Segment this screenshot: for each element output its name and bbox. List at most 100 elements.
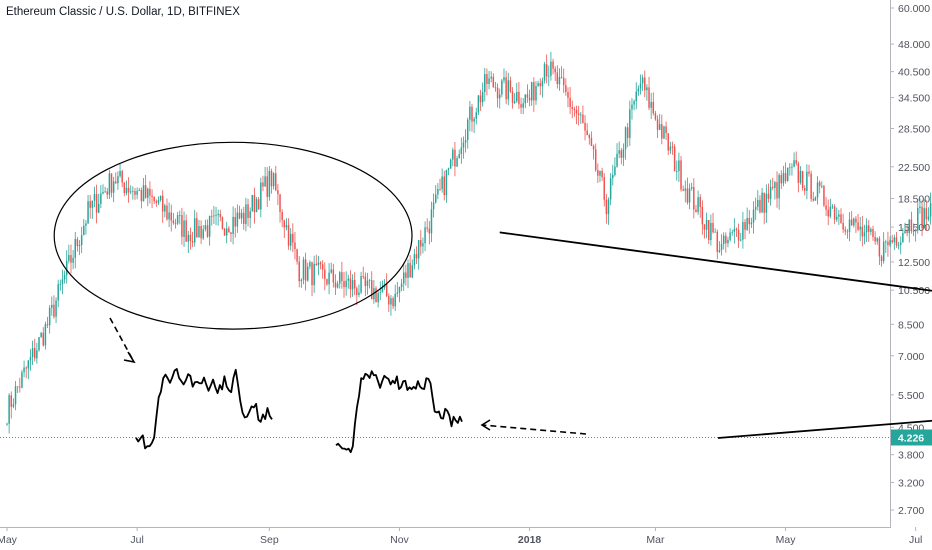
candle [336, 283, 339, 288]
candle [516, 91, 518, 102]
candle [688, 188, 691, 203]
candle [392, 298, 394, 307]
time-axis[interactable] [0, 527, 890, 528]
candle [835, 216, 838, 220]
candle [929, 203, 932, 217]
candle [123, 182, 126, 194]
candle [537, 83, 539, 86]
candle [149, 188, 151, 196]
candle [594, 149, 597, 171]
candle [422, 243, 424, 247]
candle [831, 206, 834, 208]
candle [370, 280, 373, 300]
candle [251, 195, 254, 212]
candle [740, 239, 742, 241]
candle [492, 76, 495, 88]
candle [144, 185, 147, 198]
time-tick-label: May [776, 534, 797, 546]
candle [895, 237, 898, 246]
candle [243, 212, 245, 224]
candle [396, 292, 399, 294]
candle [55, 300, 57, 317]
candle [230, 232, 232, 234]
candle [298, 261, 300, 282]
candle [658, 124, 661, 130]
candle [72, 257, 74, 263]
candle [742, 222, 744, 240]
price-tick-label: 60.000 [898, 3, 930, 15]
candle [801, 171, 804, 188]
price-axis[interactable] [890, 0, 891, 528]
candle [147, 188, 149, 198]
candle [629, 109, 631, 138]
candle [349, 278, 352, 290]
candle [215, 215, 217, 216]
candle [23, 367, 25, 373]
candle [767, 193, 770, 199]
candle [914, 230, 917, 232]
candle [452, 149, 454, 160]
candle [364, 276, 367, 287]
time-axis-labels: MayJulSepNov2018MarMayJulSepNov2019MarMa… [0, 527, 922, 546]
candle [870, 229, 872, 232]
candle [887, 241, 889, 246]
candle [388, 296, 390, 305]
candle [466, 119, 469, 141]
candle [528, 97, 531, 101]
candle [117, 176, 119, 184]
candle [381, 287, 384, 293]
candle [275, 173, 277, 191]
candle [61, 279, 64, 285]
candle [727, 239, 729, 244]
candle [876, 238, 879, 242]
candle [614, 166, 616, 175]
candle [590, 138, 593, 146]
candle [347, 278, 350, 281]
candle [27, 360, 30, 369]
candle [394, 293, 396, 307]
candle [676, 171, 678, 172]
candle [174, 223, 177, 224]
candle [646, 87, 648, 91]
candle [620, 150, 623, 158]
candle [765, 193, 768, 213]
candle [21, 372, 23, 388]
candle [283, 220, 286, 228]
candle [498, 94, 501, 99]
candle [142, 185, 145, 202]
candle [714, 231, 716, 233]
candle [208, 215, 211, 237]
candle [703, 224, 706, 230]
candle [198, 226, 200, 238]
candle [825, 205, 827, 210]
candle [332, 269, 335, 283]
candle [168, 212, 170, 220]
candle [812, 199, 815, 201]
candle [413, 254, 416, 266]
candle [846, 231, 849, 233]
candle [840, 214, 842, 223]
candle [624, 127, 627, 150]
candle [196, 218, 198, 238]
pattern-sketch-right [335, 370, 463, 454]
candle [906, 231, 908, 234]
candle [166, 205, 168, 220]
candle [748, 217, 751, 225]
candle [407, 263, 409, 278]
candle [823, 186, 825, 206]
candle [447, 168, 450, 171]
candle [535, 85, 537, 101]
candle [93, 194, 96, 201]
candle [626, 127, 629, 138]
candle [179, 215, 181, 216]
candle [644, 77, 646, 91]
last-price-tag [891, 429, 932, 446]
candle [245, 204, 247, 224]
candle [268, 170, 271, 197]
candle [127, 187, 130, 193]
candle [249, 211, 251, 218]
candle [409, 263, 411, 278]
candle [865, 225, 868, 233]
